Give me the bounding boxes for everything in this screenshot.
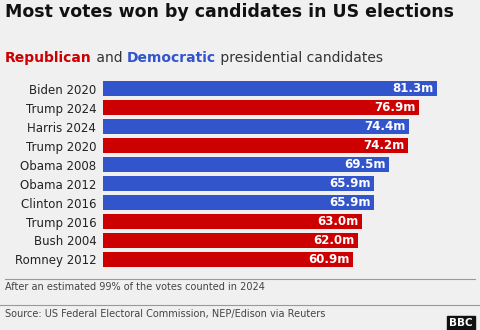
Bar [103,176,374,191]
Bar [103,252,353,267]
Text: 63.0m: 63.0m [317,215,359,228]
Bar [103,214,362,229]
Text: presidential candidates: presidential candidates [216,51,383,65]
Bar [103,100,419,115]
Bar [103,157,389,172]
Text: 76.9m: 76.9m [374,101,416,114]
Text: Source: US Federal Electoral Commission, NEP/Edison via Reuters: Source: US Federal Electoral Commission,… [5,309,325,318]
Text: 62.0m: 62.0m [313,234,355,247]
Text: 69.5m: 69.5m [344,158,385,171]
Bar [103,138,408,153]
Text: 60.9m: 60.9m [309,253,350,266]
Text: 65.9m: 65.9m [329,177,371,190]
Text: and: and [92,51,127,65]
Bar [103,81,437,96]
Text: 65.9m: 65.9m [329,196,371,209]
Text: Democratic: Democratic [127,51,216,65]
Text: 74.2m: 74.2m [363,139,405,152]
Text: Republican: Republican [5,51,92,65]
Text: 81.3m: 81.3m [393,82,434,95]
Text: Most votes won by candidates in US elections: Most votes won by candidates in US elect… [5,3,454,21]
Text: After an estimated 99% of the votes counted in 2024: After an estimated 99% of the votes coun… [5,282,264,292]
Bar [103,233,358,248]
Bar [103,119,409,134]
Text: BBC: BBC [449,318,473,328]
Bar [103,195,374,210]
Text: 74.4m: 74.4m [364,120,406,133]
